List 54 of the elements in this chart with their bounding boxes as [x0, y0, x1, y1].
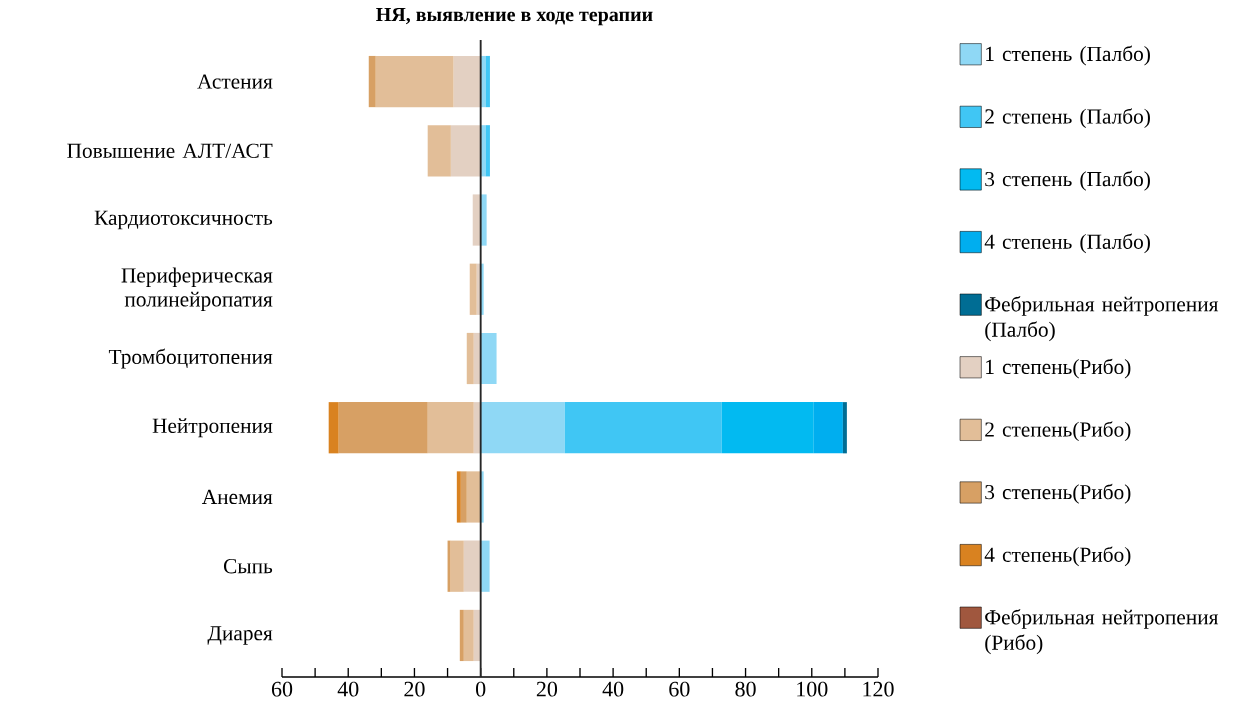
legend-label: 3 степень (Палбо) — [985, 170, 1150, 191]
chart-title: НЯ, выявление в ходе терапии — [376, 7, 653, 26]
x-tick-label: 60 — [271, 681, 293, 697]
x-tick-label: 100 — [797, 681, 828, 697]
bar — [368, 55, 376, 108]
legend-label: 3 степень(Рибо) — [985, 483, 1131, 504]
x-tick-label: 0 — [476, 681, 486, 697]
bar — [460, 471, 467, 523]
bar — [485, 55, 490, 108]
bar — [480, 402, 565, 454]
bar — [459, 609, 464, 662]
bar — [427, 125, 451, 177]
bar — [375, 55, 454, 108]
bar — [466, 332, 474, 385]
bar — [463, 540, 481, 592]
bar — [427, 402, 474, 454]
x-tick-label: 20 — [536, 681, 558, 697]
y-tick-label: Периферическая полинейропатия — [121, 267, 273, 311]
y-tick-label: Анемия — [201, 489, 273, 505]
legend-label: 4 степень (Палбо) — [984, 233, 1150, 254]
bar — [450, 540, 464, 592]
y-tick-label: Повышение АЛТ/АСТ — [67, 143, 273, 158]
y-tick-label: Сыпь — [223, 559, 273, 574]
bar — [463, 609, 474, 662]
y-tick-label: Диарея — [207, 626, 273, 645]
legend-label: Фебрильная нейтропения (Рибо) — [985, 609, 1219, 655]
bar — [469, 263, 477, 315]
bar — [450, 125, 481, 177]
bar — [466, 471, 481, 523]
y-tick-label: Нейтропения — [152, 418, 273, 438]
x-tick-label: 60 — [669, 681, 690, 697]
bar — [456, 471, 461, 523]
x-tick-label: 40 — [337, 681, 359, 697]
bar — [447, 540, 451, 592]
y-tick-label: Кардиотоксичность — [94, 210, 273, 230]
bar — [485, 125, 490, 177]
x-tick-label: 80 — [735, 681, 756, 697]
bar — [453, 55, 481, 108]
x-tick-label: 40 — [602, 681, 624, 697]
y-tick-label: Тромбоцитопения — [108, 348, 273, 369]
bar — [338, 402, 428, 454]
bar — [480, 332, 497, 385]
bar — [564, 402, 722, 454]
legend-label: 1 степень(Рибо) — [986, 358, 1131, 379]
legend-label: 2 степень(Рибо) — [985, 421, 1131, 442]
legend-label: 2 степень (Палбо) — [985, 108, 1150, 129]
y-tick-label: Астения — [197, 74, 273, 89]
legend-label: 1 степень (Палбо) — [986, 45, 1150, 66]
bar — [842, 402, 847, 454]
legend-label: 4 степень(Рибо) — [984, 546, 1131, 567]
x-tick-label: 20 — [404, 681, 425, 697]
x-tick-label: 120 — [863, 681, 894, 697]
legend-label: Фебрильная нейтропения (Палбо) — [985, 296, 1219, 342]
bar — [328, 402, 339, 454]
